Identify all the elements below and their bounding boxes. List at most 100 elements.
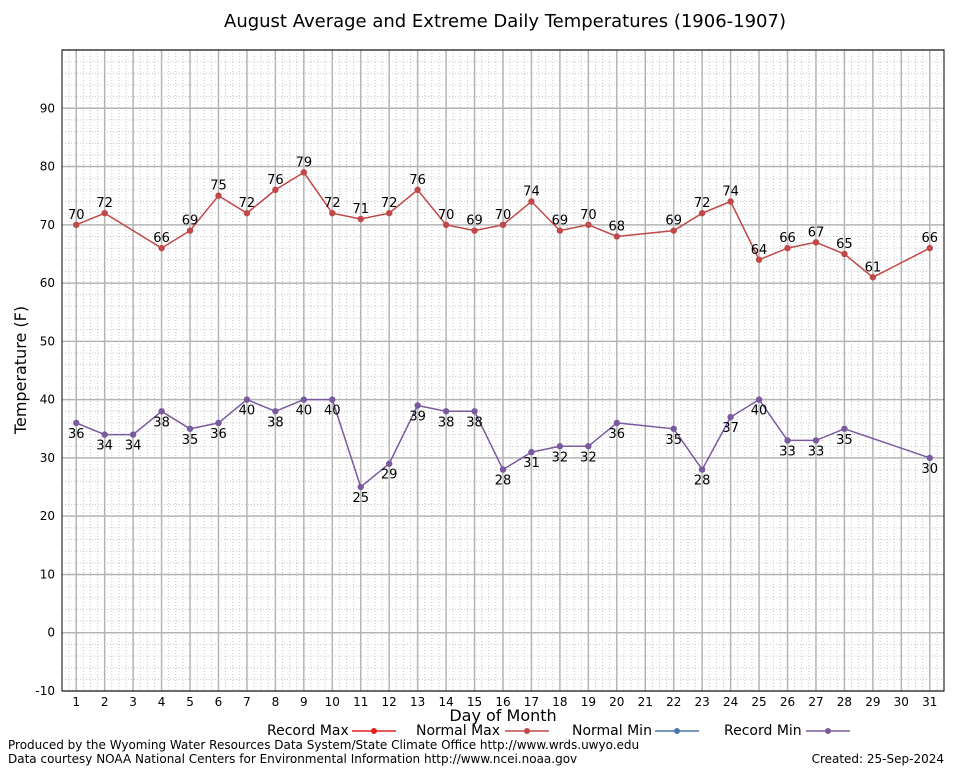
record-min-point [300, 396, 308, 403]
y-tick-label: 20 [40, 509, 55, 523]
footer-produced-by: Produced by the Wyoming Water Resources … [8, 738, 639, 752]
normal-max-data-label: 66 [922, 231, 939, 246]
record-min-data-label: 40 [324, 404, 341, 419]
normal-max-point [869, 274, 877, 281]
record-min-data-label: 28 [694, 474, 711, 489]
record-min-point [698, 466, 706, 473]
record-min-point [414, 402, 421, 409]
record-min-data-label: 35 [182, 433, 199, 448]
x-tick-label: 3 [129, 695, 137, 709]
normal-max-data-label: 69 [466, 214, 483, 229]
record-min-point [129, 431, 137, 438]
normal-max-data-label: 65 [836, 237, 853, 252]
record-min-point [613, 419, 621, 427]
normal-max-point [385, 209, 393, 217]
footer-created: Created: 25-Sep-2024 [812, 752, 944, 766]
record-min-point [329, 396, 336, 403]
x-tick-label: 17 [524, 695, 539, 709]
x-tick-label: 7 [243, 695, 251, 709]
normal-max-data-label: 66 [153, 231, 170, 246]
normal-max-point [784, 244, 791, 252]
normal-max-point [841, 250, 848, 258]
normal-max-data-label: 76 [409, 173, 426, 188]
x-axis-ticks: 1 2 3 4 5 6 7 8 9 10 11 12 13 14 15 16 17 18 19 20 21 22 23 24 2… [72, 695, 937, 709]
record-min-point [215, 419, 222, 427]
normal-max-data-label: 64 [751, 243, 768, 258]
y-tick-label: 30 [40, 451, 55, 465]
normal-max-point [698, 209, 706, 217]
normal-max-data-label: 69 [182, 214, 199, 229]
x-tick-label: 24 [723, 695, 738, 709]
x-tick-label: 11 [353, 695, 368, 709]
normal-max-data-label: 71 [352, 202, 369, 217]
x-tick-label: 22 [666, 695, 681, 709]
normal-max-data-label: 72 [239, 196, 256, 211]
normal-max-data-label: 70 [68, 208, 85, 223]
record-min-point [556, 443, 564, 450]
x-tick-label: 6 [215, 695, 223, 709]
record-min-data-label: 38 [267, 415, 284, 430]
record-min-data-label: 38 [466, 415, 483, 430]
record-min-data-label: 39 [409, 409, 426, 424]
x-tick-label: 15 [467, 695, 482, 709]
y-tick-label: 10 [40, 567, 55, 581]
record-min-data-label: 29 [381, 468, 398, 483]
legend-label-normal-min: Normal Min [572, 723, 652, 739]
x-tick-label: 21 [638, 695, 653, 709]
record-min-data-label: 36 [210, 427, 227, 442]
record-min-data-label: 38 [153, 415, 170, 430]
y-tick-label: 90 [40, 101, 55, 115]
normal-max-point [812, 239, 820, 246]
y-tick-label: 70 [40, 218, 55, 232]
legend-label-record-min: Record Min [724, 723, 802, 739]
record-min-point [499, 466, 507, 473]
normal-max-data-label: 69 [552, 214, 569, 229]
record-min-data-label: 25 [352, 491, 369, 506]
x-tick-label: 14 [438, 695, 453, 709]
x-tick-label: 16 [495, 695, 510, 709]
record-min-point [158, 408, 165, 415]
y-tick-label: 80 [40, 160, 55, 174]
record-min-point [727, 413, 734, 421]
normal-max-data-label: 70 [438, 208, 455, 223]
normal-max-point [73, 221, 80, 229]
record-min-point [812, 437, 820, 444]
x-tick-label: 23 [695, 695, 710, 709]
record-min-point [585, 443, 592, 450]
plot-frame [61, 49, 945, 692]
legend-marker-record-max [371, 728, 377, 734]
record-min-point [357, 483, 364, 491]
normal-max-data-label: 75 [210, 179, 227, 194]
y-tick-label: 60 [40, 276, 55, 290]
x-tick-label: 4 [158, 695, 166, 709]
normal-max-point [215, 192, 222, 199]
y-tick-label: -10 [35, 684, 55, 698]
record-min-data-label: 32 [552, 450, 569, 465]
normal-max-line [75, 171, 931, 279]
record-min-point [755, 396, 763, 403]
series-normal-max: 70 72 66 69 75 72 76 79 72 71 72 76 70 69 70 74 69 70 68 69… [68, 155, 939, 281]
x-tick-label: 13 [410, 695, 425, 709]
record-min-data-label: 37 [722, 421, 739, 436]
footer-data-courtesy: Data courtesy NOAA National Centers for … [8, 752, 577, 766]
series-record-min: 36 34 34 38 35 36 40 38 40 40 25 29 39 38 38 28 31 32 32 36… [68, 396, 938, 506]
normal-max-point [556, 227, 564, 234]
normal-max-data-label: 72 [96, 196, 113, 211]
legend-marker-normal-max [524, 728, 530, 734]
x-tick-label: 25 [751, 695, 766, 709]
x-tick-label: 10 [325, 695, 340, 709]
record-min-line [75, 398, 931, 489]
record-min-data-label: 40 [751, 404, 768, 419]
series-group: 70 72 66 69 75 72 76 79 72 71 72 76 70 69 70 74 69 70 68 69… [68, 155, 938, 506]
normal-max-point [158, 244, 165, 252]
record-min-point [101, 431, 108, 438]
x-tick-label: 27 [808, 695, 823, 709]
normal-max-point [471, 227, 478, 234]
record-min-point [841, 425, 848, 432]
normal-max-data-label: 69 [665, 214, 682, 229]
normal-max-point [101, 209, 108, 217]
normal-max-point [585, 221, 592, 229]
normal-max-data-label: 74 [722, 185, 739, 200]
normal-max-point [357, 215, 364, 223]
x-tick-label: 5 [186, 695, 194, 709]
